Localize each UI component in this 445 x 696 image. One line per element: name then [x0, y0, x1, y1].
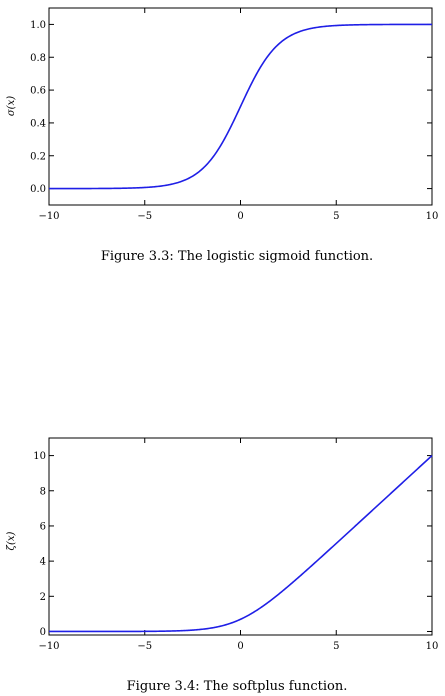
softplus-curve — [49, 455, 433, 633]
sigmoid-x-tick-label: 5 — [333, 211, 339, 222]
softplus-ticks — [48, 438, 433, 635]
softplus-caption: Figure 3.4: The softplus function. — [127, 679, 348, 694]
sigmoid-x-tick-label: 10 — [426, 211, 439, 222]
softplus-y-tick-label: 0 — [40, 627, 46, 638]
sigmoid-y-axis-label: σ(x) — [6, 96, 17, 116]
softplus-x-tick-label: −5 — [137, 641, 152, 652]
softplus-chart: −10 −5 0 5 10 0 2 4 6 8 10 ζ(x) Figure 3.4: The so… — [6, 437, 438, 694]
softplus-y-tick-label: 10 — [33, 451, 46, 462]
sigmoid-x-tick-label: −5 — [137, 211, 152, 222]
softplus-x-tick-label: 5 — [333, 641, 339, 652]
softplus-y-tick-label: 4 — [40, 557, 46, 568]
sigmoid-tick-labels: −10 −5 0 5 10 0.0 0.2 0.4 0.6 0.8 1.0 — [30, 20, 438, 222]
sigmoid-curve — [49, 23, 432, 190]
softplus-y-axis-label: ζ(x) — [6, 531, 17, 550]
sigmoid-y-tick-label: 0.0 — [30, 184, 46, 195]
softplus-y-tick-label: 8 — [40, 486, 46, 497]
softplus-y-tick-label: 2 — [40, 592, 46, 603]
softplus-y-tick-label: 6 — [40, 521, 46, 532]
sigmoid-y-tick-label: 0.2 — [30, 151, 46, 162]
softplus-x-tick-label: 0 — [237, 641, 243, 652]
softplus-x-tick-label: −10 — [38, 641, 59, 652]
sigmoid-x-tick-label: 0 — [237, 211, 243, 222]
softplus-plot-frame — [48, 437, 433, 636]
softplus-x-tick-label: 10 — [426, 641, 439, 652]
sigmoid-x-tick-label: −10 — [38, 211, 59, 222]
sigmoid-y-tick-label: 0.8 — [30, 53, 46, 64]
sigmoid-caption: Figure 3.3: The logistic sigmoid functio… — [101, 249, 373, 264]
sigmoid-y-tick-label: 1.0 — [30, 20, 46, 31]
sigmoid-chart: −10 −5 0 5 10 0.0 0.2 0.4 0.6 0.8 1.0 σ(x) Figure … — [6, 7, 438, 264]
sigmoid-y-tick-label: 0.4 — [30, 118, 46, 129]
sigmoid-y-tick-label: 0.6 — [30, 86, 46, 97]
softplus-tick-labels: −10 −5 0 5 10 0 2 4 6 8 10 — [33, 451, 438, 652]
